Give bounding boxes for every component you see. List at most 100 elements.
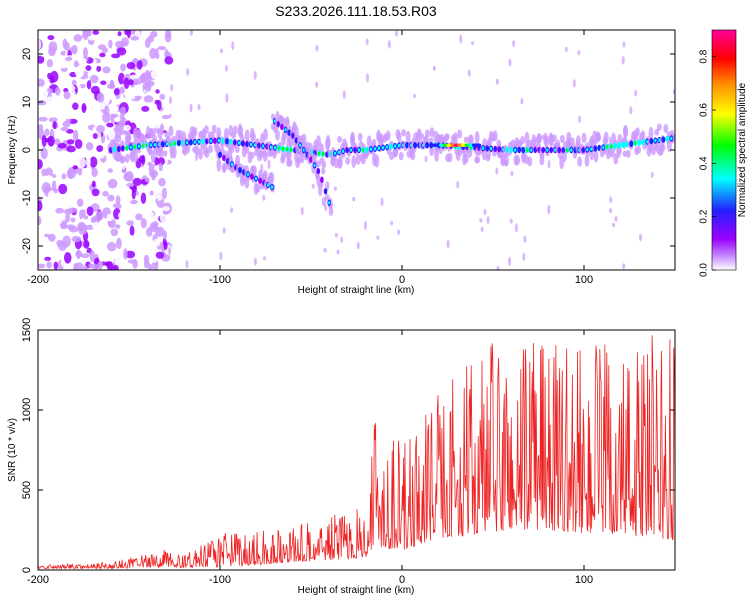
heatmap-cell	[625, 149, 631, 158]
heatmap-cell	[238, 168, 242, 172]
heatmap-cell	[143, 260, 150, 269]
heatmap-cell	[62, 153, 69, 160]
heatmap-cell	[281, 146, 285, 151]
heatmap-cell	[509, 148, 513, 152]
heatmap-cell	[165, 30, 172, 39]
heatmap-cell	[634, 89, 638, 97]
heatmap-cell	[550, 148, 553, 152]
heatmap-cell	[152, 223, 158, 228]
heatmap-cell	[522, 252, 526, 262]
heatmap-cell	[90, 85, 100, 95]
heatmap-cell	[654, 138, 657, 143]
heatmap-cell	[656, 123, 662, 131]
heatmap-cell	[137, 205, 148, 214]
colorbar-gradient	[711, 29, 737, 271]
heatmap-cell	[99, 221, 105, 233]
heatmap-cell	[612, 222, 616, 228]
heatmap-cell	[315, 81, 319, 88]
heatmap-cell	[124, 171, 134, 182]
heatmap-cell	[134, 30, 141, 38]
heatmap-cell	[277, 122, 280, 126]
heatmap-cell	[118, 72, 125, 85]
heatmap-cell	[95, 210, 104, 221]
x-tick-label: 100	[575, 574, 593, 586]
heatmap-cell	[570, 148, 573, 152]
heatmap-cell	[366, 135, 372, 148]
heatmap-cell	[113, 88, 120, 96]
heatmap-cell	[369, 147, 373, 152]
heatmap-cell	[198, 148, 203, 160]
heatmap-cell	[630, 141, 633, 146]
heatmap-cell	[197, 103, 201, 111]
heatmap-cell	[47, 135, 55, 147]
heatmap-cell	[373, 146, 377, 151]
heatmap-peak	[475, 143, 482, 147]
heatmap-cell	[350, 131, 355, 143]
heatmap-cell	[379, 135, 385, 143]
y-tick-label: 20	[21, 48, 33, 60]
heatmap-cell	[316, 135, 321, 148]
heatmap-cell	[116, 134, 122, 143]
heatmap-cell	[510, 170, 514, 177]
heatmap-cell	[320, 177, 324, 182]
heatmap-cell	[73, 34, 83, 42]
heatmap-cell	[152, 122, 162, 129]
heatmap-cell	[133, 58, 139, 63]
snr-panel: -200 -100 0 100 0 500 1000 1500 Height of stra…	[7, 318, 676, 596]
heatmap-cell	[50, 247, 56, 254]
heatmap-cell	[202, 250, 206, 259]
heatmap-cell	[158, 147, 164, 158]
heatmap-cell	[258, 150, 264, 159]
heatmap-cell	[390, 220, 394, 226]
heatmap-cell	[244, 146, 250, 154]
heatmap-cell	[361, 148, 365, 152]
heatmap-cell	[562, 148, 565, 152]
heatmap-cell	[203, 125, 209, 135]
heatmap-cell	[39, 48, 45, 57]
spectrogram-x-label: Height of straight line (km)	[298, 285, 415, 296]
heatmap-cell	[517, 148, 521, 152]
heatmap-cell	[287, 158, 293, 167]
heatmap-cell	[96, 124, 105, 133]
heatmap-cell	[609, 196, 613, 204]
heatmap-cell	[150, 69, 159, 80]
heatmap-cell	[672, 88, 675, 95]
heatmap-cell	[185, 260, 189, 269]
heatmap-cell	[609, 208, 613, 214]
heatmap-cell	[92, 133, 98, 139]
heatmap-cell	[45, 175, 54, 183]
heatmap-cell	[189, 30, 193, 37]
heatmap-cell	[153, 142, 157, 147]
heatmap-cell	[80, 253, 90, 259]
heatmap-cell	[225, 65, 229, 72]
heatmap-cell	[648, 126, 654, 141]
heatmap-cell	[71, 89, 76, 99]
heatmap-cell	[315, 160, 321, 168]
heatmap-cell	[263, 128, 268, 141]
heatmap-cell	[198, 130, 204, 138]
heatmap-cell	[253, 70, 257, 80]
heatmap-cell	[221, 138, 225, 143]
heatmap-cell	[97, 104, 105, 110]
heatmap-cell	[270, 122, 276, 130]
heatmap-cell	[559, 134, 565, 144]
heatmap-cell	[634, 141, 637, 146]
heatmap-cell	[232, 125, 238, 135]
heatmap-cell	[62, 200, 72, 207]
heatmap-cell	[523, 235, 527, 243]
heatmap-cell	[639, 233, 643, 242]
heatmap-cell	[140, 192, 147, 204]
heatmap-cell	[157, 157, 165, 166]
heatmap-cell	[157, 129, 163, 140]
spectrogram-y-label: Frequency (Hz)	[7, 116, 18, 185]
heatmap-cell	[91, 188, 100, 197]
heatmap-cell	[543, 132, 548, 145]
snr-y-label: SNR (10 * v/v)	[7, 418, 18, 482]
heatmap-cell	[106, 122, 114, 128]
heatmap-cell	[137, 144, 141, 149]
heatmap-cell	[581, 132, 587, 144]
heatmap-cell	[563, 140, 568, 149]
heatmap-cell	[552, 134, 557, 142]
heatmap-cell	[96, 145, 104, 152]
heatmap-cell	[298, 143, 302, 147]
